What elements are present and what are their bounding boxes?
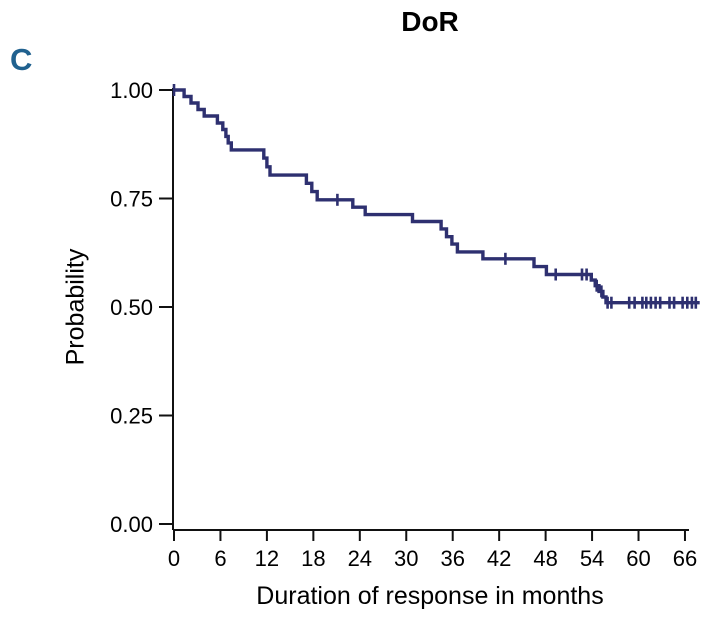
x-tick-label: 24 [348, 546, 372, 571]
x-tick-label: 30 [394, 546, 418, 571]
x-tick-label: 6 [214, 546, 226, 571]
panel-label: C [10, 42, 33, 77]
x-tick-label: 36 [440, 546, 464, 571]
y-tick-label: 0.00 [110, 512, 153, 537]
x-tick-label: 18 [301, 546, 325, 571]
y-tick-label: 1.00 [110, 78, 153, 103]
chart-title: DoR [401, 6, 459, 37]
km-step-curve [174, 88, 700, 305]
y-tick-label: 0.75 [110, 187, 153, 212]
x-tick-label: 12 [255, 546, 279, 571]
x-tick-label: 48 [533, 546, 557, 571]
x-tick-label: 66 [673, 546, 697, 571]
x-tick-label: 42 [487, 546, 511, 571]
x-tick-label: 54 [580, 546, 604, 571]
x-axis-label: Duration of response in months [256, 582, 604, 610]
x-tick-label: 0 [168, 546, 180, 571]
y-tick-label: 0.50 [110, 295, 153, 320]
x-tick-label: 60 [626, 546, 650, 571]
y-tick-label: 0.25 [110, 404, 153, 429]
